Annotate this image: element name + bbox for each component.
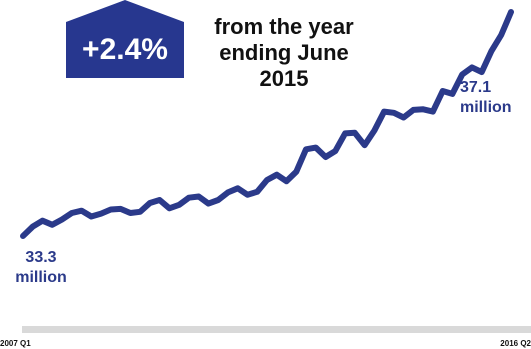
x-axis-bar	[22, 326, 531, 333]
x-tick-label-end: 2016 Q2	[500, 339, 531, 348]
headline-line-2: ending June	[219, 40, 349, 65]
change-badge-value: +2.4%	[82, 33, 168, 66]
end-value-label: 37.1 million	[460, 78, 531, 118]
x-tick-label-start: 2007 Q1	[0, 339, 31, 348]
headline-line-3: 2015	[259, 66, 309, 91]
start-unit: million	[15, 269, 67, 286]
population-series-line	[20, 9, 514, 239]
start-value-label: 33.3 million	[6, 248, 76, 288]
headline: from the year ending June 2015	[198, 14, 370, 92]
end-unit: million	[460, 99, 512, 116]
start-value: 33.3	[25, 249, 57, 266]
headline-line-1: from the year	[214, 14, 354, 39]
change-badge: +2.4%	[66, 22, 184, 78]
end-value: 37.1	[460, 79, 492, 96]
